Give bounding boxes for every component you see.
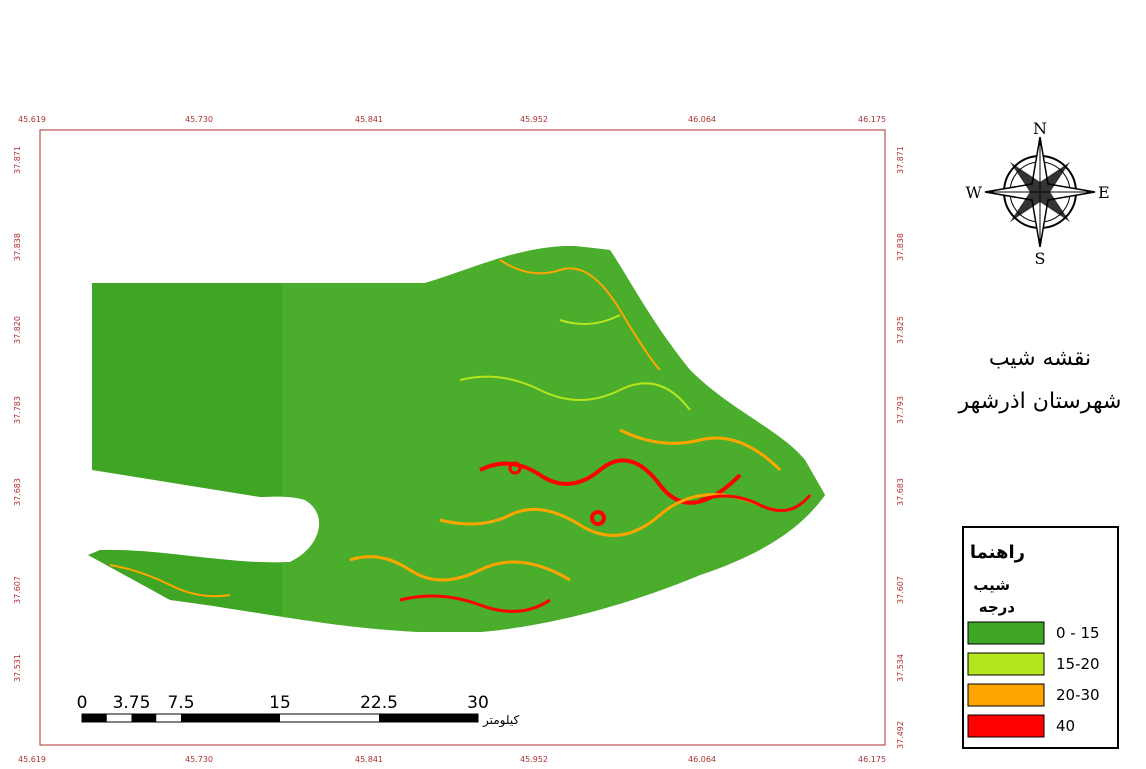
map-title: نقشه شیب bbox=[989, 346, 1091, 371]
legend-swatch bbox=[967, 683, 1045, 707]
slope-patches bbox=[109, 259, 812, 613]
x-coord-label: 45.619 bbox=[18, 115, 46, 124]
y-coord-label: 37.871 bbox=[896, 146, 905, 174]
map-frame bbox=[39, 129, 886, 746]
land-tile bbox=[282, 245, 825, 632]
y-coord-label: 37.683 bbox=[13, 478, 22, 506]
legend-swatch bbox=[967, 714, 1045, 738]
y-coord-label: 37.793 bbox=[896, 396, 905, 424]
scale-bar-label: 0 bbox=[77, 693, 88, 713]
compass-north: N bbox=[1033, 119, 1047, 138]
y-coord-label: 37.838 bbox=[896, 233, 905, 261]
compass-east: E bbox=[1098, 183, 1110, 202]
legend-subtitle: شیب bbox=[973, 576, 1010, 594]
x-coord-label: 45.841 bbox=[355, 755, 383, 764]
y-coord-label: 37.871 bbox=[13, 146, 22, 174]
x-coord-label: 46.175 bbox=[858, 755, 886, 764]
x-coord-label: 45.619 bbox=[18, 755, 46, 764]
y-coord-label: 37.683 bbox=[896, 478, 905, 506]
x-coord-label: 45.841 bbox=[355, 115, 383, 124]
x-coord-label: 46.175 bbox=[858, 115, 886, 124]
scale-bar-label: 3.75 bbox=[113, 693, 151, 713]
legend-label: 20-30 bbox=[1056, 686, 1100, 704]
y-coord-label: 37.783 bbox=[13, 396, 22, 424]
y-coord-label: 37.534 bbox=[896, 654, 905, 682]
scale-bar-segment bbox=[82, 714, 107, 722]
scale-bar-segment bbox=[181, 714, 280, 722]
legend-unit: درجه bbox=[979, 598, 1016, 616]
compass-rose: N E S W bbox=[966, 119, 1110, 268]
legend-swatch bbox=[967, 652, 1045, 676]
legend-label: 0 - 15 bbox=[1056, 624, 1100, 642]
y-coord-label: 37.825 bbox=[896, 316, 905, 344]
scale-bar-unit: کیلومتر bbox=[482, 713, 519, 728]
x-coord-label: 46.064 bbox=[688, 755, 716, 764]
legend-label: 15-20 bbox=[1056, 655, 1100, 673]
x-coord-label: 45.730 bbox=[185, 115, 213, 124]
legend-title: راهنما bbox=[970, 542, 1025, 563]
scale-bar-label: 15 bbox=[269, 693, 291, 713]
y-coord-label: 37.607 bbox=[896, 576, 905, 604]
scale-bar-segment bbox=[131, 714, 157, 722]
y-coord-label: 37.820 bbox=[13, 316, 22, 344]
scale-bar-segment bbox=[379, 714, 478, 722]
x-coord-label: 45.730 bbox=[185, 755, 213, 764]
compass-south: S bbox=[1035, 249, 1046, 268]
map-title: شهرستان اذرشهر bbox=[958, 389, 1122, 414]
y-coord-label: 37.838 bbox=[13, 233, 22, 261]
legend-label: 40 bbox=[1056, 717, 1075, 735]
y-coord-label: 37.531 bbox=[13, 654, 22, 682]
y-coord-label: 37.492 bbox=[896, 721, 905, 749]
scale-bar-label: 22.5 bbox=[360, 693, 398, 713]
x-coord-label: 45.952 bbox=[520, 755, 548, 764]
y-coord-label: 37.607 bbox=[13, 576, 22, 604]
slope-map bbox=[88, 245, 825, 632]
compass-west: W bbox=[966, 183, 983, 202]
legend-swatch bbox=[967, 621, 1045, 645]
x-coord-label: 45.952 bbox=[520, 115, 548, 124]
x-coord-label: 46.064 bbox=[688, 115, 716, 124]
scale-bar-label: 30 bbox=[467, 693, 489, 713]
scale-bar-label: 7.5 bbox=[167, 693, 194, 713]
